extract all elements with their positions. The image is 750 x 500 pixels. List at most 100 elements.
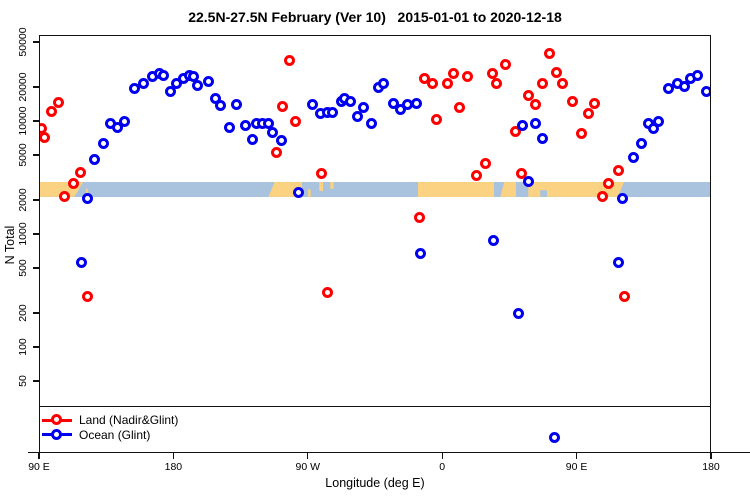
- x-axis-title: Longitude (deg E): [325, 476, 425, 490]
- y-axis-title: N Total: [3, 225, 17, 265]
- x-axis-tick: [172, 453, 175, 459]
- x-axis-tick: [307, 453, 309, 459]
- x-axis-tick-label: 90 E: [565, 461, 588, 473]
- x-axis-tick: [575, 453, 578, 459]
- legend-ocean-marker: [42, 428, 72, 441]
- chart-title: 22.5N-27.5N February (Ver 10) 2015-01-01…: [188, 9, 562, 25]
- x-axis-tick-label: 180: [702, 461, 720, 473]
- data-point-land: [557, 77, 569, 89]
- data-point-ocean: [613, 257, 625, 269]
- data-point-land: [59, 190, 71, 202]
- x-axis-tick-label: 0: [439, 461, 446, 473]
- data-point-ocean: [529, 117, 541, 129]
- legend: Land (Nadir&Glint) Ocean (Glint): [42, 413, 178, 442]
- data-point-land: [431, 113, 443, 125]
- data-point-land: [316, 168, 328, 180]
- data-point-ocean: [537, 133, 549, 145]
- y-axis-tick-label: 1000: [17, 222, 29, 246]
- data-point-land: [419, 72, 431, 84]
- y-axis-tick-label: 50: [17, 375, 29, 387]
- data-point-land: [575, 128, 587, 140]
- y-axis-tick-label: 100: [17, 338, 29, 356]
- data-point-ocean: [247, 134, 259, 146]
- legend-ocean-label: Ocean (Glint): [79, 427, 151, 442]
- data-point-land: [413, 211, 425, 223]
- data-point-ocean: [137, 77, 149, 89]
- data-point-land: [537, 78, 549, 90]
- strip-land-segment: [319, 182, 324, 191]
- data-point-land: [522, 90, 534, 102]
- data-point-land: [271, 146, 283, 158]
- data-point-ocean: [344, 95, 356, 107]
- data-point-ocean: [307, 98, 319, 110]
- data-point-ocean: [512, 308, 524, 320]
- data-point-land: [447, 68, 459, 80]
- y-axis-tick-label: 5000: [17, 143, 29, 167]
- legend-item-land: Land (Nadir&Glint): [42, 413, 178, 428]
- y-axis-tick: [33, 312, 39, 314]
- data-point-land: [40, 131, 51, 143]
- data-point-land: [567, 95, 579, 107]
- x-axis-line: [28, 451, 750, 453]
- data-point-ocean: [627, 152, 639, 164]
- data-point-ocean: [488, 235, 500, 247]
- data-point-land: [582, 107, 594, 119]
- data-point-ocean: [112, 122, 124, 134]
- data-point-ocean: [663, 83, 675, 95]
- data-point-ocean: [215, 99, 227, 111]
- data-point-ocean: [231, 98, 243, 110]
- data-point-ocean: [692, 69, 704, 81]
- data-point-ocean: [635, 137, 647, 149]
- y-axis-tick: [33, 267, 39, 269]
- data-point-land: [471, 170, 483, 182]
- data-point-land: [588, 97, 600, 109]
- data-point-ocean: [549, 432, 561, 444]
- data-point-ocean: [357, 102, 369, 114]
- data-point-ocean: [89, 153, 101, 165]
- data-point-ocean: [617, 192, 629, 204]
- data-point-ocean: [410, 97, 422, 109]
- strip-land-segment: [417, 182, 494, 197]
- data-point-ocean: [414, 248, 426, 260]
- data-point-land: [544, 48, 556, 60]
- data-point-ocean: [267, 127, 279, 139]
- y-axis-tick-label: 50000: [17, 27, 29, 57]
- data-point-ocean: [327, 106, 339, 118]
- data-point-land: [499, 58, 511, 70]
- data-point-ocean: [164, 85, 176, 97]
- x-axis-tick-label: 90 W: [295, 461, 321, 473]
- data-point-ocean: [653, 115, 665, 127]
- data-point-ocean: [647, 123, 659, 135]
- data-point-land: [284, 55, 296, 67]
- data-point-ocean: [276, 135, 288, 147]
- data-point-land: [277, 100, 289, 112]
- y-axis-tick-label: 20000: [17, 72, 29, 102]
- data-point-ocean: [97, 137, 109, 149]
- data-point-ocean: [119, 115, 131, 127]
- legend-land-marker: [42, 414, 72, 426]
- plot-inner-baseline: [40, 406, 710, 408]
- data-point-land: [321, 287, 333, 299]
- x-axis-tick-label: 180: [164, 461, 183, 473]
- y-axis-tick: [33, 380, 39, 382]
- data-point-land: [618, 291, 630, 303]
- data-point-land: [290, 116, 302, 128]
- y-axis-tick: [33, 120, 39, 122]
- y-axis-tick: [33, 41, 39, 43]
- data-point-ocean: [209, 92, 221, 104]
- data-point-land: [491, 78, 503, 90]
- y-axis-tick: [33, 199, 39, 201]
- x-axis-tick: [710, 453, 712, 459]
- y-axis-tick-label: 500: [17, 259, 29, 277]
- strip-land-segment: [308, 189, 311, 197]
- data-point-land: [603, 177, 615, 189]
- y-axis-tick: [33, 346, 39, 348]
- x-axis-tick: [38, 453, 40, 459]
- data-point-land: [74, 167, 86, 179]
- data-point-land: [597, 190, 609, 202]
- y-axis-tick: [33, 86, 39, 88]
- data-point-land: [46, 105, 58, 117]
- data-point-ocean: [76, 257, 88, 269]
- strip-land-segment: [500, 182, 517, 197]
- data-point-land: [67, 178, 79, 190]
